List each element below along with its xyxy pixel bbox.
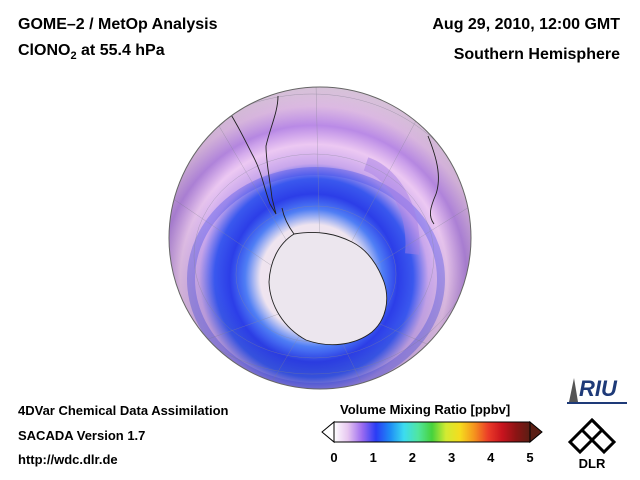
globe-map (168, 86, 472, 390)
globe-border (168, 86, 472, 390)
footer-line-2: SACADA Version 1.7 (18, 428, 146, 443)
colorbar-title: Volume Mixing Ratio [ppbv] (340, 402, 511, 417)
dlr-emblem-lower (580, 418, 617, 455)
analysis-date: Aug 29, 2010, 12:00 GMT (432, 16, 620, 33)
species-subscript: 2 (70, 50, 77, 63)
riu-emblem (569, 378, 578, 402)
colorbar-tick-label: 0 (330, 450, 338, 465)
colorbar-high-arrow (529, 420, 543, 444)
colorbar-tick-label: 3 (447, 450, 456, 465)
species-suffix: at 55.4 hPa (76, 42, 165, 59)
colorbar-tick-label: 5 (526, 450, 534, 465)
region-label: Southern Hemisphere (453, 46, 620, 63)
dlr-logo-text: DLR (579, 456, 606, 470)
map-title: GOME–2 / MetOp Analysis (18, 16, 218, 33)
footer-url: http://wdc.dlr.de (18, 452, 118, 467)
colorbar-scale (333, 421, 531, 443)
species-prefix: ClONO (18, 42, 71, 59)
riu-logo-text: RIU (579, 376, 618, 401)
colorbar (321, 420, 543, 444)
colorbar-tick-label: 4 (487, 450, 495, 465)
colorbar-tick-label: 2 (408, 450, 417, 465)
dlr-logo: DLR (567, 417, 617, 470)
footer-line-1: 4DVar Chemical Data Assimilation (18, 403, 229, 418)
riu-logo: RIU (567, 376, 627, 404)
colorbar-low-arrow (321, 420, 335, 444)
species-label: ClONO2 at 55.4 hPa (18, 42, 165, 62)
colorbar-tick-label: 1 (369, 450, 377, 465)
